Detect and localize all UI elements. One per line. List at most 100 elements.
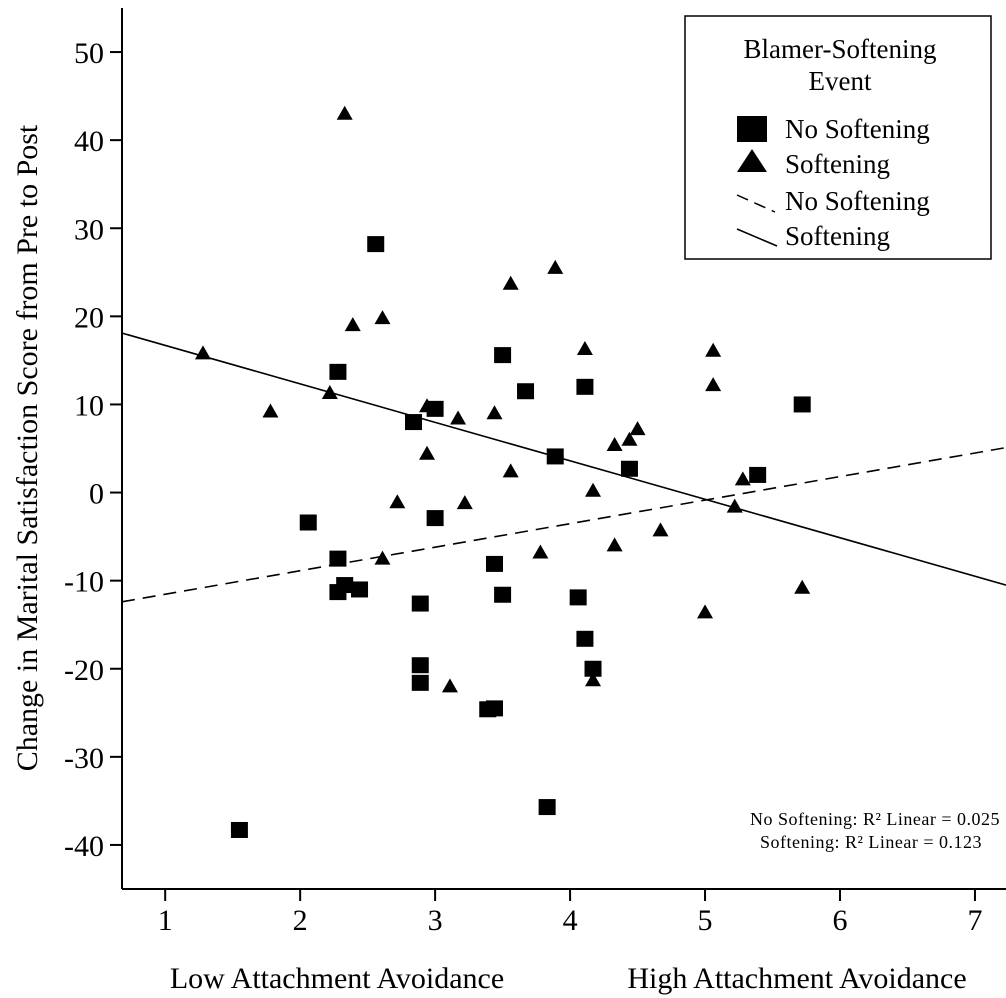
point-softening xyxy=(652,522,669,537)
point-no-softening xyxy=(546,448,564,465)
data-points xyxy=(194,105,811,838)
point-softening xyxy=(547,259,564,274)
legend-triangle-icon xyxy=(737,149,767,172)
r2-no-softening: No Softening: R² Linear = 0.025 xyxy=(750,809,1000,829)
point-no-softening xyxy=(569,589,587,606)
point-no-softening xyxy=(584,660,602,677)
point-softening xyxy=(585,672,602,687)
point-softening xyxy=(321,384,338,399)
point-softening xyxy=(734,471,751,486)
point-no-softening xyxy=(494,347,512,364)
point-softening xyxy=(606,537,623,552)
legend-solid-line-icon xyxy=(736,228,778,247)
y-tick-label: 0 xyxy=(89,478,104,511)
x-axis-title-right: High Attachment Avoidance xyxy=(627,962,966,995)
point-no-softening xyxy=(336,577,354,594)
point-softening xyxy=(532,544,549,559)
point-no-softening xyxy=(299,514,317,531)
legend-label-no-softening-line: No Softening xyxy=(785,186,930,216)
axes xyxy=(121,8,1006,890)
point-no-softening xyxy=(494,586,512,603)
point-softening xyxy=(726,498,743,513)
point-softening xyxy=(389,494,406,509)
point-softening xyxy=(419,445,436,460)
point-softening xyxy=(486,405,503,420)
legend-label-softening-marker: Softening xyxy=(785,149,890,179)
y-tick-label: 30 xyxy=(74,213,104,246)
y-tick-label: 50 xyxy=(74,37,104,70)
y-tick-label: -10 xyxy=(64,566,104,599)
legend-box xyxy=(684,15,992,260)
point-softening xyxy=(705,342,722,357)
point-softening xyxy=(194,345,211,360)
point-no-softening xyxy=(405,414,423,431)
point-softening xyxy=(629,421,646,436)
axis-ticks: 50 40 30 20 10 0 -10 -20 -30 -40 1 2 3 4 5 6 7 xyxy=(64,37,982,937)
point-no-softening xyxy=(576,630,594,647)
legend-title-line-1: Blamer-Softening xyxy=(744,34,937,64)
point-no-softening xyxy=(517,383,535,400)
x-tick-label: 5 xyxy=(698,904,713,937)
point-no-softening xyxy=(426,400,444,417)
point-softening xyxy=(374,550,391,565)
point-no-softening xyxy=(411,674,429,691)
point-no-softening xyxy=(230,821,248,838)
x-axis-title-left: Low Attachment Avoidance xyxy=(170,962,504,995)
point-softening xyxy=(502,275,519,290)
y-tick-label: 20 xyxy=(74,301,104,334)
y-tick-label: 10 xyxy=(74,389,104,422)
point-softening xyxy=(794,579,811,594)
legend-square-icon xyxy=(737,116,767,142)
point-softening xyxy=(441,678,458,693)
y-tick-label: -40 xyxy=(64,830,104,863)
x-tick-label: 4 xyxy=(563,904,578,937)
fit-line-no-softening xyxy=(121,446,1006,603)
x-tick-label: 6 xyxy=(832,904,847,937)
point-no-softening xyxy=(749,466,767,483)
point-softening xyxy=(606,436,623,451)
y-tick-label: -20 xyxy=(64,654,104,687)
x-tick-label: 2 xyxy=(293,904,308,937)
legend-dashed-line-icon xyxy=(736,194,776,213)
point-softening xyxy=(705,377,722,392)
point-no-softening xyxy=(351,581,369,598)
point-softening xyxy=(374,310,391,325)
fit-lines xyxy=(121,332,1006,603)
point-softening xyxy=(456,495,473,510)
legend-label-no-softening-marker: No Softening xyxy=(785,114,930,144)
point-no-softening xyxy=(411,595,429,612)
point-no-softening xyxy=(426,510,444,527)
y-axis-title: Change in Marital Satisfaction Score fro… xyxy=(11,124,44,771)
y-tick-label: -30 xyxy=(64,742,104,775)
y-tick-label: 40 xyxy=(74,125,104,158)
r2-softening: Softening: R² Linear = 0.123 xyxy=(760,832,982,852)
legend-label-softening-line: Softening xyxy=(785,221,890,251)
point-no-softening xyxy=(485,700,503,717)
x-tick-label: 3 xyxy=(428,904,443,937)
point-no-softening xyxy=(329,363,347,380)
point-no-softening xyxy=(411,657,429,674)
point-softening xyxy=(419,398,436,413)
point-softening xyxy=(344,317,361,332)
point-softening xyxy=(621,431,638,446)
point-softening xyxy=(576,340,593,355)
legend-title-line-2: Event xyxy=(809,66,872,96)
point-softening xyxy=(450,410,467,425)
point-softening xyxy=(697,604,714,619)
point-no-softening xyxy=(793,396,811,413)
x-tick-label: 1 xyxy=(158,904,173,937)
legend: Blamer-Softening Event No Softening Soft… xyxy=(684,15,992,260)
point-no-softening xyxy=(538,799,556,816)
point-no-softening xyxy=(329,550,347,567)
point-softening xyxy=(585,482,602,497)
fit-line-softening xyxy=(121,332,1006,586)
point-softening xyxy=(502,463,519,478)
point-no-softening xyxy=(367,236,385,253)
point-softening xyxy=(262,403,279,418)
point-no-softening xyxy=(620,460,638,477)
point-no-softening xyxy=(576,378,594,395)
point-no-softening xyxy=(485,555,503,572)
point-softening xyxy=(336,105,353,120)
x-tick-label: 7 xyxy=(967,904,982,937)
